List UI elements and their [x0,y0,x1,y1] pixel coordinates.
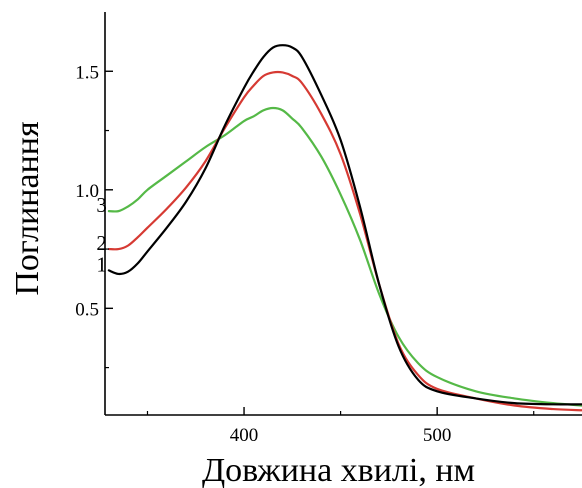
series-2-line [107,70,582,412]
x-axis-title: Довжина хвилі, нм [202,452,475,488]
y-tick-label: 1.5 [75,62,99,83]
y-tick-label: 1.0 [75,181,99,202]
curve-labels-layer: 12 3 [96,193,107,276]
series-2-label: 2 [96,231,107,255]
ticks-layer: 0.5 1.0 1.5 400 500 [75,62,535,446]
y-tick-label: 0.5 [75,299,99,320]
series-3-line [107,106,582,407]
y-axis-title: Поглинання [9,121,46,296]
plot-layer [107,44,582,412]
series-1-line [107,44,582,406]
x-tick-label: 500 [423,425,452,446]
series-1-label: 1 [96,252,107,276]
x-tick-label: 400 [230,425,259,446]
series-3-label: 3 [96,193,107,217]
